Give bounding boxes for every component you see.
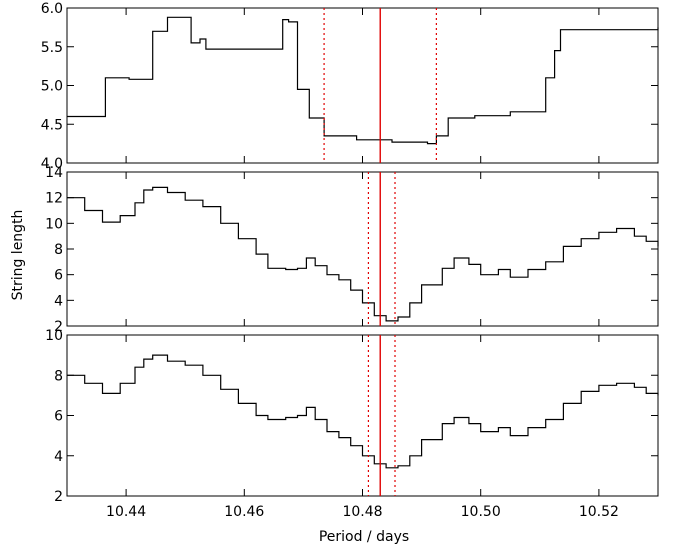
- y-tick-label: 14: [45, 165, 63, 181]
- string-length-line: [67, 16, 659, 145]
- panel-2: 2 4 6 8 10 12 14: [45, 165, 659, 335]
- x-tick-label: 10.52: [579, 504, 619, 520]
- y-tick-label: 4: [54, 293, 63, 309]
- panel-1: 4.0 4.5 5.0 5.5 6.0: [41, 1, 659, 172]
- y-tick-label: 6: [54, 409, 63, 425]
- panels: 4.0 4.5 5.0 5.5 6.0 2 4 6 8 10 12 14 2 4 6 8 10 10.44 10.4…: [41, 1, 659, 520]
- y-tick-label: 4.5: [41, 117, 63, 133]
- string-length-line: [67, 186, 659, 322]
- plot-frame: [66, 334, 659, 497]
- x-tick-label: 10.50: [461, 504, 501, 520]
- y-tick-label: 6: [54, 268, 63, 284]
- y-tick-label: 2: [54, 319, 63, 335]
- y-tick-label: 10: [45, 328, 63, 344]
- x-tick-label: 10.46: [224, 504, 264, 520]
- y-tick-label: 8: [54, 242, 63, 258]
- x-tick-label: 10.48: [342, 504, 382, 520]
- x-axis-title: Period / days: [319, 529, 409, 545]
- y-tick-label: 2: [54, 489, 63, 505]
- string-length-line: [67, 354, 659, 469]
- y-axis-title: String length: [10, 210, 26, 301]
- y-tick-label: 4.0: [41, 156, 63, 172]
- y-tick-label: 4: [54, 449, 63, 465]
- y-tick-label: 12: [45, 191, 63, 207]
- x-tick-label: 10.44: [106, 504, 146, 520]
- y-tick-label: 5.5: [41, 40, 63, 56]
- y-tick-label: 5.0: [41, 79, 63, 95]
- panel-3: 2 4 6 8 10: [45, 328, 659, 505]
- y-tick-label: 8: [54, 368, 63, 384]
- y-tick-label: 10: [45, 216, 63, 232]
- y-tick-label: 6.0: [41, 1, 63, 17]
